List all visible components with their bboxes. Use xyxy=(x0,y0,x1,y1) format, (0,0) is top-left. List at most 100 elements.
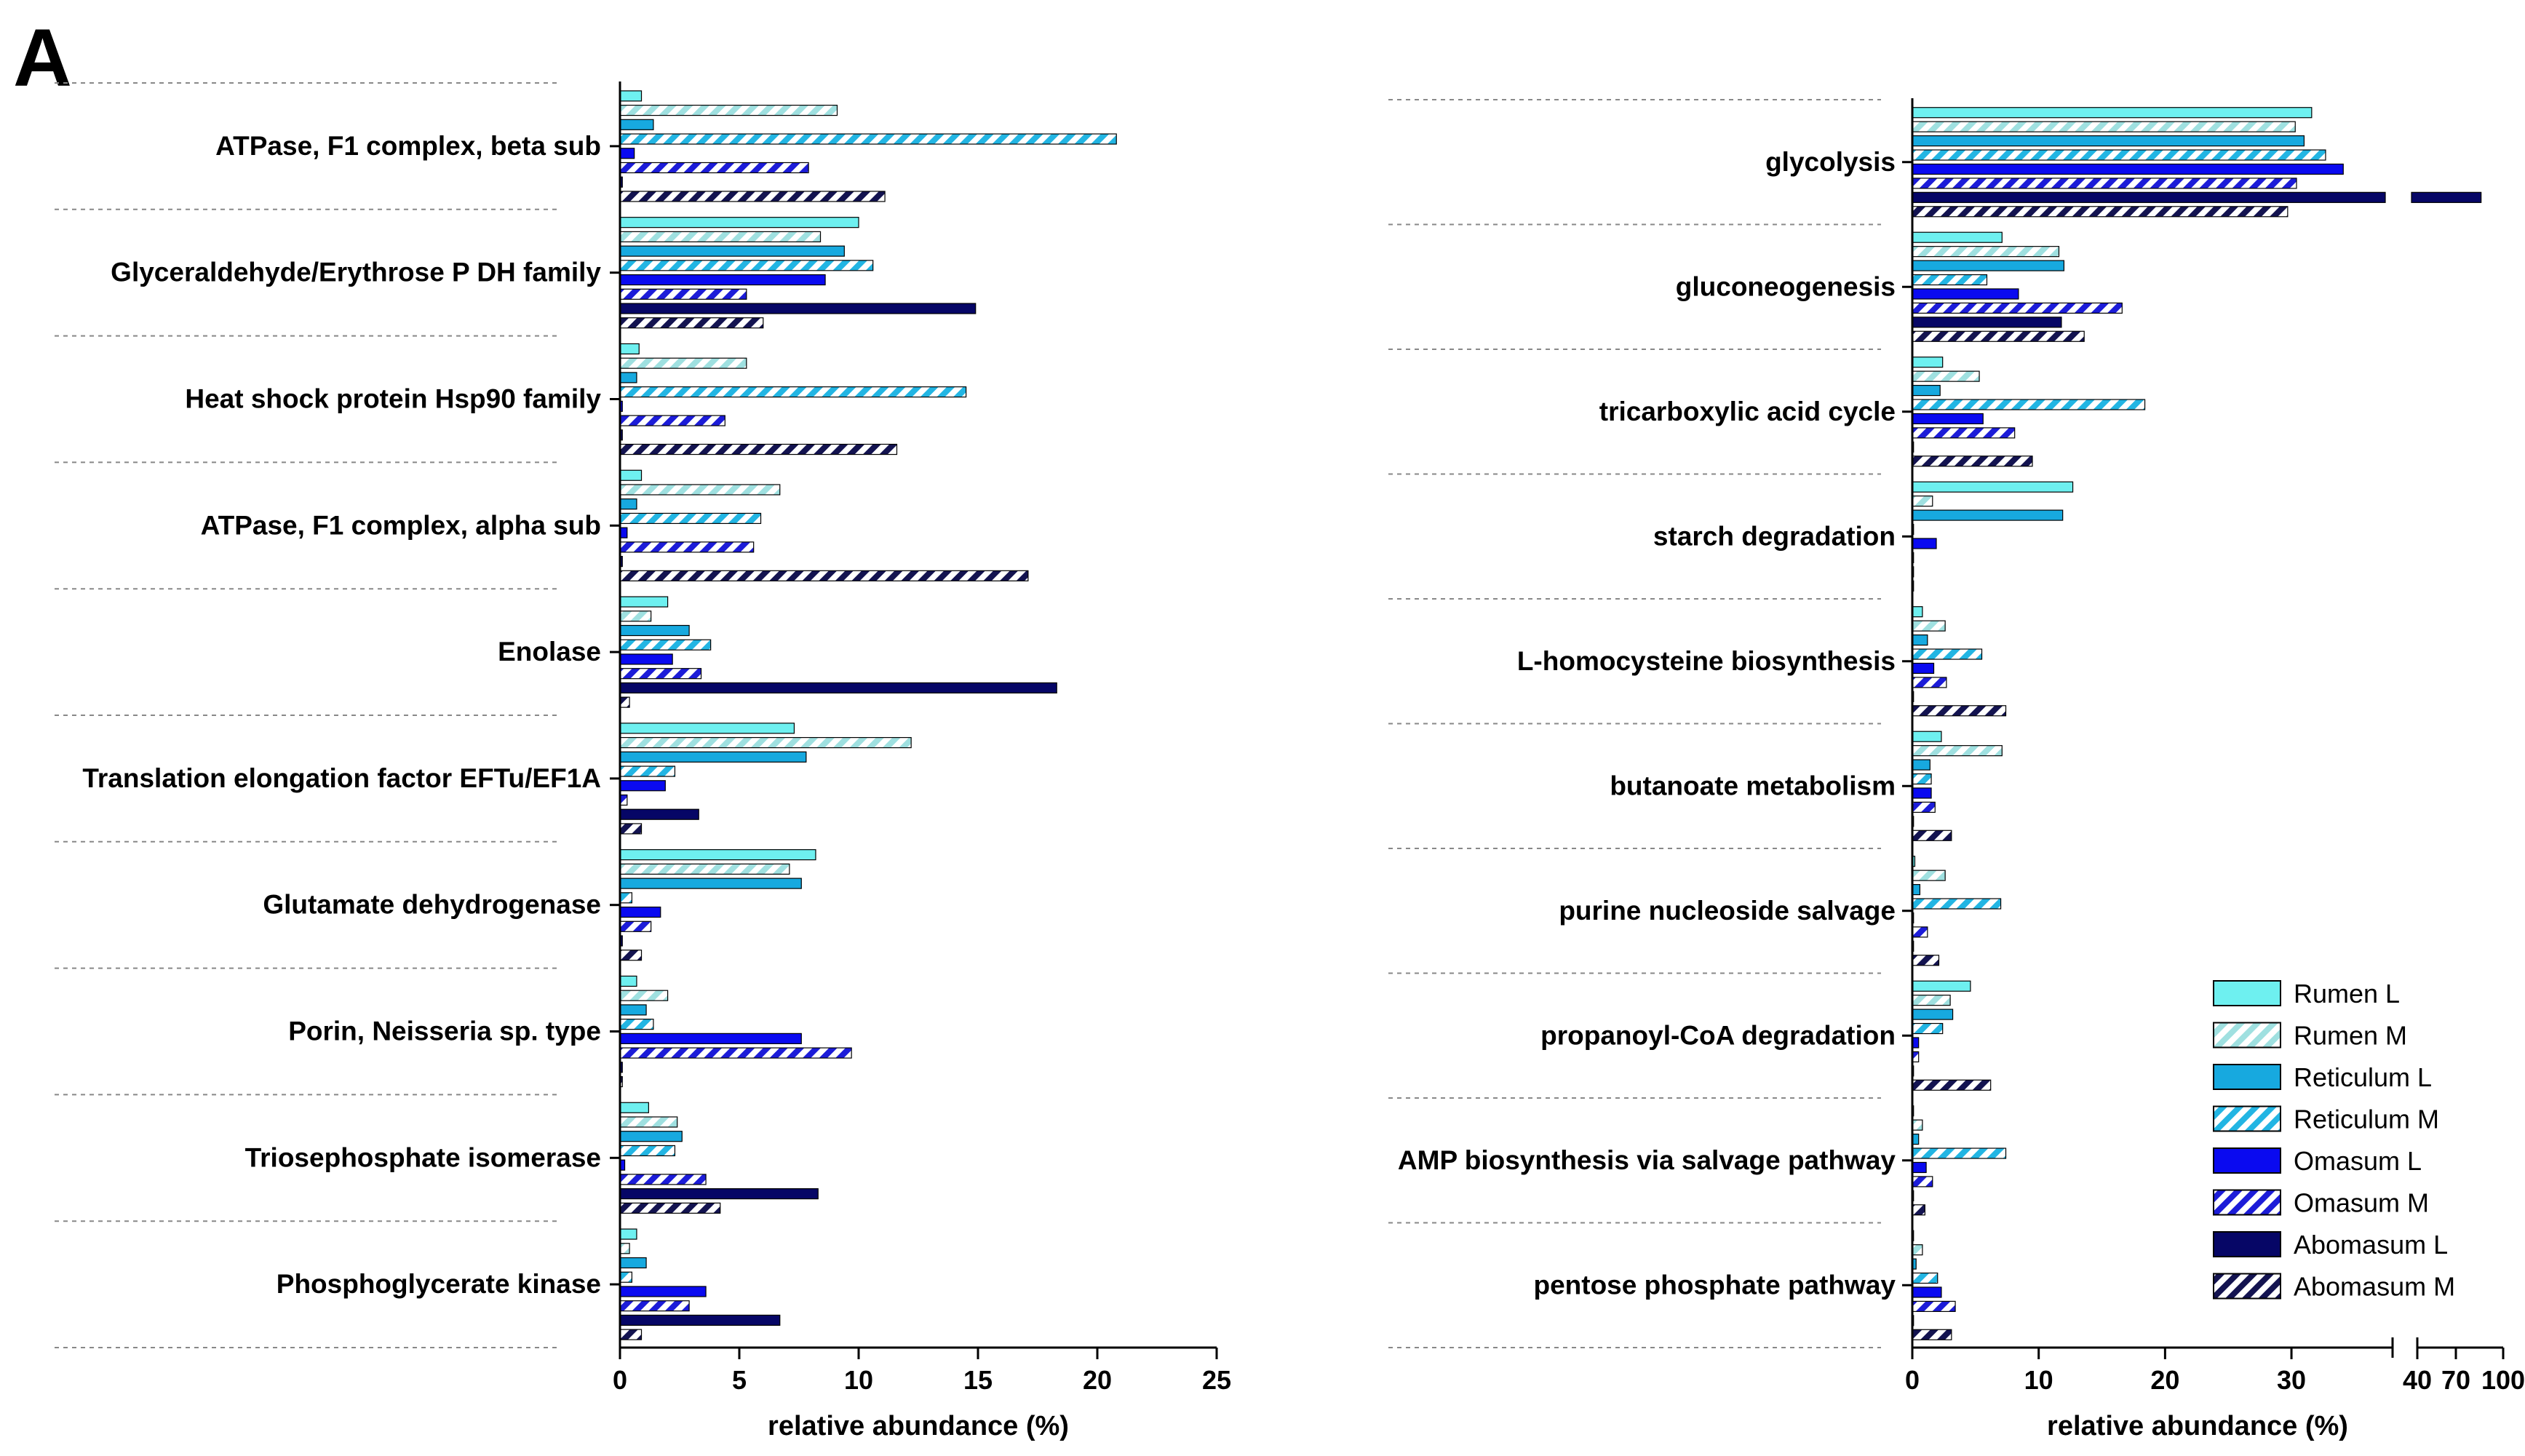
legend-label-abomasum-l: Abomasum L xyxy=(2294,1230,2448,1260)
bar-reticulum-l-triosephosphate-isomerase xyxy=(619,1131,683,1142)
bar-rumen-l-glutamate-dehydrogenase xyxy=(619,849,816,861)
bar-abomasum-l-glycolysis xyxy=(1912,191,2386,203)
bar-omasum-m-amp-biosynthesis-via-salvage-pathway xyxy=(1912,1176,1933,1188)
bar-reticulum-m-butanoate-metabolism xyxy=(1912,773,1932,785)
bar-rumen-m-atpase-f1-complex-beta-sub xyxy=(619,104,838,116)
bar-abomasum-m-glyceraldehyde-erythrose-p-dh-family xyxy=(619,317,764,329)
bar-rumen-l-enolase xyxy=(619,596,669,608)
bar-abomasum-m-butanoate-metabolism xyxy=(1912,830,1952,841)
bar-omasum-m-glutamate-dehydrogenase xyxy=(619,920,652,932)
bar-omasum-m-triosephosphate-isomerase xyxy=(619,1174,707,1185)
x-tick-label: 30 xyxy=(2277,1365,2306,1395)
bar-omasum-l-porin-neisseria-sp-type xyxy=(619,1033,802,1044)
bar-reticulum-l-glycolysis xyxy=(1912,135,2305,147)
bar-rumen-m-atpase-f1-complex-alpha-sub xyxy=(619,484,781,496)
bar-omasum-m-gluconeogenesis xyxy=(1912,302,2123,314)
bar-abomasum-m-l-homocysteine-biosynthesis xyxy=(1912,705,2007,717)
bar-abomasum-l-glycolysis-continued xyxy=(2411,191,2482,203)
bar-reticulum-m-gluconeogenesis xyxy=(1912,274,1988,286)
bar-abomasum-l-enolase xyxy=(619,682,1057,694)
bar-abomasum-m-translation-elongation-factor-eftu-ef1a xyxy=(619,823,643,835)
category-label: Glutamate dehydrogenase xyxy=(263,890,601,920)
bar-rumen-l-gluconeogenesis xyxy=(1912,231,2003,243)
bar-abomasum-m-heat-shock-protein-hsp90-family xyxy=(619,443,898,456)
category-label: butanoate metabolism xyxy=(1610,771,1896,800)
legend-label-omasum-m: Omasum M xyxy=(2294,1188,2429,1218)
bar-omasum-l-enolase xyxy=(619,653,673,665)
legend-label-reticulum-m: Reticulum M xyxy=(2294,1105,2439,1134)
bar-rumen-m-enolase xyxy=(619,610,652,622)
bar-rumen-l-glycolysis xyxy=(1912,107,2313,119)
legend-label-rumen-l: Rumen L xyxy=(2294,979,2400,1009)
bar-omasum-l-glycolysis xyxy=(1912,163,2344,175)
category-label: pentose phosphate pathway xyxy=(1533,1270,1896,1300)
bar-omasum-m-glycolysis xyxy=(1912,178,2297,189)
bar-reticulum-l-enolase xyxy=(619,624,690,637)
bar-omasum-l-atpase-f1-complex-beta-sub xyxy=(619,148,635,159)
bar-rumen-m-translation-elongation-factor-eftu-ef1a xyxy=(619,736,912,749)
bar-rumen-m-phosphoglycerate-kinase xyxy=(619,1243,630,1254)
legend-label-abomasum-m: Abomasum M xyxy=(2294,1272,2455,1302)
x-tick-label: 70 xyxy=(2441,1365,2470,1395)
right-bar-chart: glycolysis gluconeogenesis tricarboxylic a… xyxy=(1388,98,2525,1441)
x-tick-label: 15 xyxy=(963,1365,993,1395)
bar-abomasum-l-glyceraldehyde-erythrose-p-dh-family xyxy=(619,303,977,314)
bar-abomasum-m-pentose-phosphate-pathway xyxy=(1912,1329,1952,1340)
bar-rumen-l-l-homocysteine-biosynthesis xyxy=(1912,606,1923,618)
bar-rumen-l-starch-degradation xyxy=(1912,481,2074,493)
bar-reticulum-m-enolase xyxy=(619,639,712,651)
bar-rumen-l-translation-elongation-factor-eftu-ef1a xyxy=(619,723,795,734)
bar-rumen-l-triosephosphate-isomerase xyxy=(619,1102,649,1113)
bar-abomasum-m-gluconeogenesis xyxy=(1912,330,2085,342)
bar-reticulum-m-amp-biosynthesis-via-salvage-pathway xyxy=(1912,1147,2007,1159)
legend-swatch-abomasum-m xyxy=(2213,1273,2281,1300)
panel-label: A xyxy=(13,12,72,103)
bar-omasum-m-butanoate-metabolism xyxy=(1912,801,1936,813)
bar-reticulum-m-pentose-phosphate-pathway xyxy=(1912,1272,1939,1284)
bar-rumen-m-amp-biosynthesis-via-salvage-pathway xyxy=(1912,1119,1923,1131)
bar-rumen-l-atpase-f1-complex-alpha-sub xyxy=(619,469,643,481)
bar-reticulum-l-purine-nucleoside-salvage xyxy=(1912,883,1921,896)
bar-rumen-l-propanoyl-coa-degradation xyxy=(1912,980,1971,992)
bar-rumen-l-glyceraldehyde-erythrose-p-dh-family xyxy=(619,217,859,228)
legend-swatch-reticulum-m xyxy=(2213,1105,2281,1132)
legend-label-omasum-l: Omasum L xyxy=(2294,1146,2422,1176)
bar-omasum-m-heat-shock-protein-hsp90-family xyxy=(619,415,725,426)
bar-omasum-l-translation-elongation-factor-eftu-ef1a xyxy=(619,780,666,792)
bar-omasum-m-enolase xyxy=(619,668,702,680)
bar-reticulum-m-triosephosphate-isomerase xyxy=(619,1145,676,1157)
bar-omasum-m-pentose-phosphate-pathway xyxy=(1912,1300,1956,1313)
category-label: ATPase, F1 complex, alpha sub xyxy=(201,510,601,540)
bar-omasum-m-purine-nucleoside-salvage xyxy=(1912,926,1928,938)
bar-rumen-m-porin-neisseria-sp-type xyxy=(619,990,669,1001)
bar-reticulum-l-propanoyl-coa-degradation xyxy=(1912,1009,1954,1020)
category-label: ATPase, F1 complex, beta sub xyxy=(215,131,601,161)
bar-rumen-m-starch-degradation xyxy=(1912,496,1933,507)
x-tick-label: 20 xyxy=(1083,1365,1112,1395)
bar-abomasum-l-phosphoglycerate-kinase xyxy=(619,1314,781,1326)
bar-omasum-m-atpase-f1-complex-beta-sub xyxy=(619,162,809,174)
bar-omasum-l-glyceraldehyde-erythrose-p-dh-family xyxy=(619,274,826,286)
category-label: Phosphoglycerate kinase xyxy=(277,1269,601,1299)
legend-label-reticulum-l: Reticulum L xyxy=(2294,1062,2432,1092)
x-tick-label: 10 xyxy=(844,1365,873,1395)
bar-rumen-m-pentose-phosphate-pathway xyxy=(1912,1244,1923,1256)
bar-rumen-m-gluconeogenesis xyxy=(1912,246,2060,258)
category-label: gluconeogenesis xyxy=(1676,271,1896,301)
bar-rumen-m-triosephosphate-isomerase xyxy=(619,1116,678,1128)
category-label: AMP biosynthesis via salvage pathway xyxy=(1398,1145,1896,1175)
bar-reticulum-l-glyceraldehyde-erythrose-p-dh-family xyxy=(619,245,845,257)
x-tick-label: 10 xyxy=(2024,1365,2053,1395)
bar-abomasum-m-phosphoglycerate-kinase xyxy=(619,1329,643,1340)
bar-abomasum-m-propanoyl-coa-degradation xyxy=(1912,1079,1992,1091)
x-tick-label: 25 xyxy=(1202,1365,1231,1395)
bar-reticulum-m-heat-shock-protein-hsp90-family xyxy=(619,386,967,398)
bar-reticulum-l-phosphoglycerate-kinase xyxy=(619,1257,647,1269)
legend-swatch-rumen-l xyxy=(2213,980,2281,1006)
left-bar-chart: ATPase, F1 complex, beta sub Glyceraldehy… xyxy=(55,81,1231,1441)
bar-abomasum-m-purine-nucleoside-salvage xyxy=(1912,955,1940,966)
bar-abomasum-m-atpase-f1-complex-beta-sub xyxy=(619,191,886,202)
bar-reticulum-m-propanoyl-coa-degradation xyxy=(1912,1022,1944,1035)
x-tick-label: 40 xyxy=(2403,1365,2432,1395)
bar-rumen-l-porin-neisseria-sp-type xyxy=(619,975,637,987)
